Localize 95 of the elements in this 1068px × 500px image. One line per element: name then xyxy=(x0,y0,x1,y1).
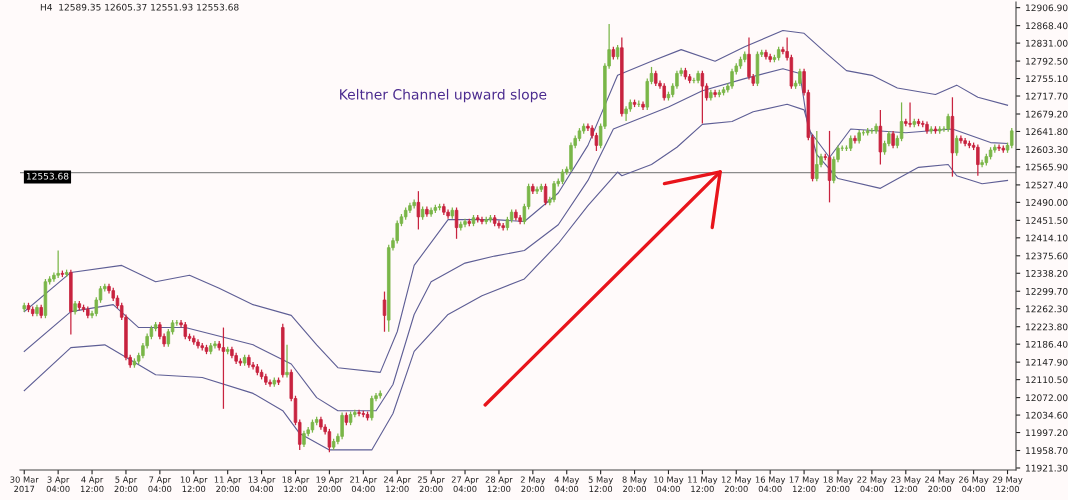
annotation: Keltner Channel upward slope xyxy=(340,88,547,103)
x-tick-label: 13 Apr 04:00 xyxy=(248,476,276,493)
x-tick-label: 23 May 12:00 xyxy=(891,476,921,493)
y-tick-label: 12110.50 xyxy=(1026,376,1068,384)
y-tick-label: 11921.30 xyxy=(1026,464,1068,472)
y-tick-label: 12868.40 xyxy=(1026,22,1068,30)
candlestick xyxy=(586,122,590,132)
y-tick-label: 12527.40 xyxy=(1026,181,1068,189)
y-tick-label: 12831.00 xyxy=(1026,39,1068,47)
candlestick xyxy=(268,378,272,388)
x-tick-label: 18 Apr 12:00 xyxy=(282,476,310,493)
candlestick xyxy=(552,180,556,203)
candlestick xyxy=(569,141,573,173)
x-tick-label: 16 May 04:00 xyxy=(755,476,786,493)
x-tick-label: 4 Apr 12:00 xyxy=(80,476,104,493)
candlestick xyxy=(624,105,628,122)
candlestick xyxy=(285,344,289,379)
y-tick-label: 12906.90 xyxy=(1026,4,1068,12)
y-tick-label: 12755.10 xyxy=(1026,75,1068,83)
candlestick xyxy=(327,428,332,453)
candlestick xyxy=(221,326,226,410)
candlestick xyxy=(454,206,459,240)
y-tick-label: 12186.40 xyxy=(1026,340,1068,348)
candlestick xyxy=(908,101,912,128)
x-tick-label: 5 Apr 20:00 xyxy=(114,476,138,493)
x-tick-label: 24 May 20:00 xyxy=(925,476,955,493)
candlestick xyxy=(870,127,874,135)
x-tick-label: 7 Apr 04:00 xyxy=(148,476,172,493)
candlestick xyxy=(213,340,217,350)
y-tick-label: 12717.70 xyxy=(1026,92,1068,100)
y-tick-label: 12375.60 xyxy=(1026,252,1068,260)
candlestick xyxy=(1010,127,1014,149)
y-tick-label: 12603.30 xyxy=(1026,146,1068,154)
y-tick-label: 11997.20 xyxy=(1026,429,1068,437)
candlestick xyxy=(416,190,421,231)
candlestick xyxy=(815,130,819,182)
x-tick-label: 10 May 04:00 xyxy=(654,476,684,493)
y-tick-label: 12565.90 xyxy=(1026,163,1068,171)
x-tick-label: 17 May 12:00 xyxy=(789,476,820,493)
x-tick-label: 19 Apr 20:00 xyxy=(316,476,344,493)
x-tick-label: 12 May 20:00 xyxy=(721,476,752,493)
candlestick xyxy=(899,101,904,142)
candlestick xyxy=(747,36,751,81)
y-tick-label: 12147.90 xyxy=(1026,358,1068,366)
x-tick-label: 24 Apr 12:00 xyxy=(383,476,412,493)
x-tick-label: 29 May 12:00 xyxy=(992,476,1023,493)
x-tick-label: 11 May 12:00 xyxy=(688,476,718,493)
candlestick xyxy=(543,183,548,206)
y-tick-label: 11958.70 xyxy=(1026,447,1068,455)
chart-title: H4 12589.35 12605.37 12551.93 12553.68 xyxy=(40,3,239,11)
y-tick-label: 12262.30 xyxy=(1026,305,1068,313)
candlestick xyxy=(340,411,344,440)
candlestick xyxy=(976,143,980,177)
x-tick-label: 11 Apr 20:00 xyxy=(214,476,242,493)
candlestick xyxy=(56,249,60,279)
y-tick-label: 12072.00 xyxy=(1026,394,1068,402)
candlestick xyxy=(954,134,959,157)
candlestick xyxy=(730,68,734,90)
x-tick-label: 25 Apr 20:00 xyxy=(417,476,445,493)
candlestick xyxy=(946,113,950,133)
x-tick-label: 8 May 20:00 xyxy=(622,476,647,493)
x-tick-label: 3 Apr 04:00 xyxy=(46,476,70,493)
x-tick-label: 4 May 04:00 xyxy=(554,476,580,493)
candlestick xyxy=(535,185,539,195)
y-tick-label: 12299.70 xyxy=(1026,287,1068,295)
x-tick-label: 10 Apr 12:00 xyxy=(180,476,208,493)
line-series xyxy=(23,29,1009,373)
y-tick-label: 12338.20 xyxy=(1026,270,1068,277)
candlestick xyxy=(382,290,387,333)
x-tick-label: 18 May 20:00 xyxy=(823,476,853,493)
candlestick xyxy=(853,134,857,145)
candlestick xyxy=(997,143,1001,152)
x-tick-label: 5 May 12:00 xyxy=(588,476,613,493)
candlestick xyxy=(700,70,705,125)
ref-line-label: 12553.68 xyxy=(26,172,69,180)
candlestick xyxy=(641,100,645,111)
x-tick-label: 2 May 20:00 xyxy=(520,476,546,493)
y-tick-label: 12641.80 xyxy=(1026,128,1068,136)
y-tick-label: 12792.50 xyxy=(1026,57,1068,65)
x-tick-label: 30 Mar 2017 xyxy=(10,476,39,493)
x-tick-label: 26 May 04:00 xyxy=(958,476,989,493)
x-tick-label: 22 May 04:00 xyxy=(857,476,887,493)
x-tick-label: 21 Apr 04:00 xyxy=(350,476,378,493)
y-tick-label: 12679.20 xyxy=(1026,110,1068,118)
x-tick-label: 28 Apr 12:00 xyxy=(485,476,513,493)
candlestick xyxy=(370,395,374,422)
x-tick-label: 27 Apr 04:00 xyxy=(451,476,479,493)
candlestick xyxy=(497,219,501,230)
y-tick-label: 12034.60 xyxy=(1026,411,1068,419)
y-tick-label: 12490.00 xyxy=(1026,199,1068,206)
y-tick-label: 12414.10 xyxy=(1026,234,1068,242)
candlestick xyxy=(959,134,963,145)
y-tick-label: 12223.80 xyxy=(1026,323,1068,331)
candlestick xyxy=(357,409,361,417)
y-tick-label: 12451.50 xyxy=(1026,217,1068,224)
